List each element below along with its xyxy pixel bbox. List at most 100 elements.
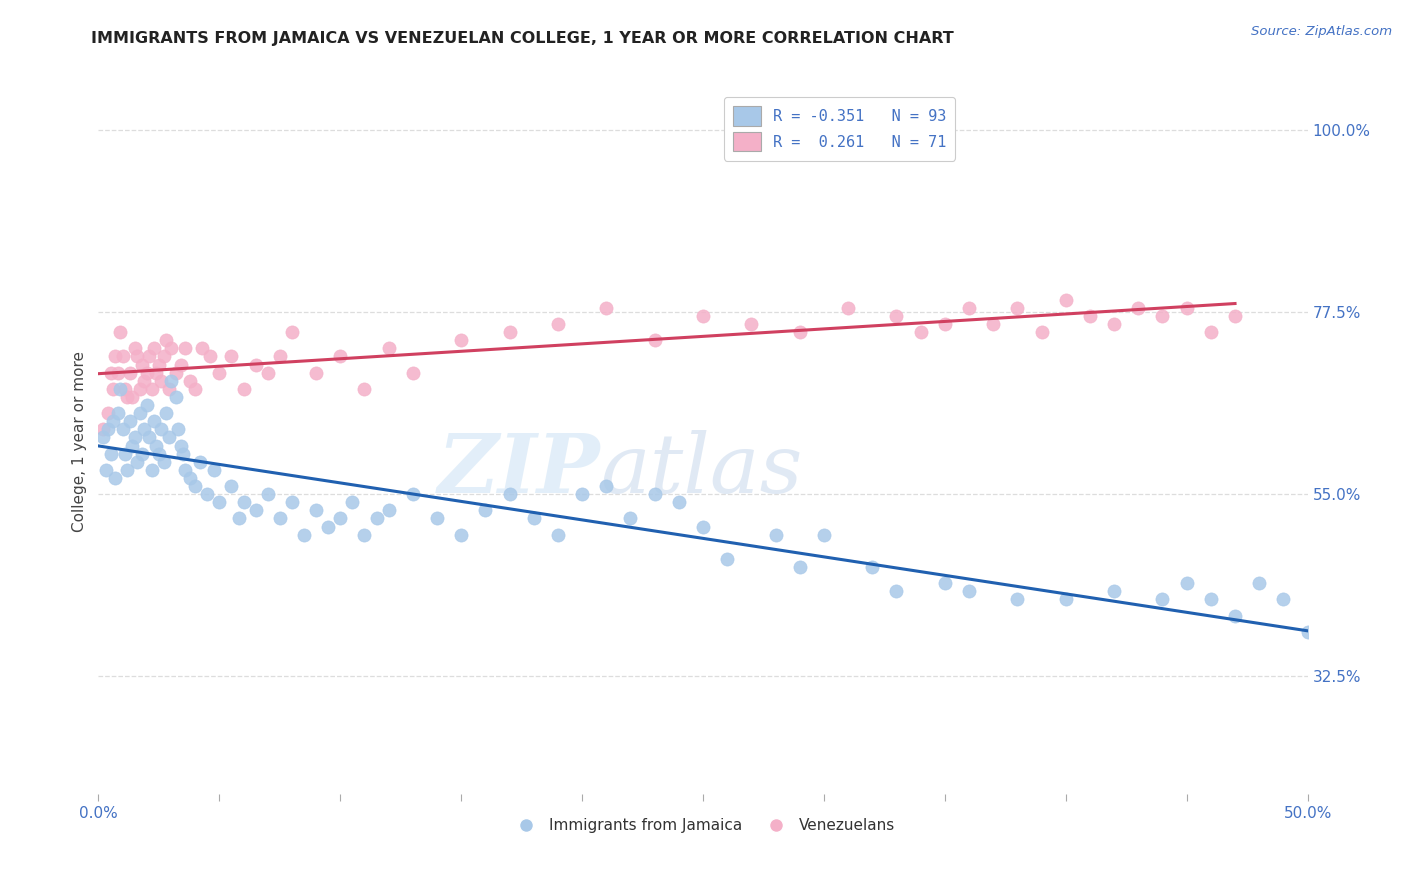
Text: atlas: atlas — [600, 430, 803, 509]
Point — [121, 439, 143, 453]
Point — [134, 374, 156, 388]
Text: Source: ZipAtlas.com: Source: ZipAtlas.com — [1251, 25, 1392, 38]
Point — [1223, 309, 1246, 323]
Point — [450, 527, 472, 541]
Point — [108, 382, 131, 396]
Point — [117, 463, 139, 477]
Point — [547, 527, 569, 541]
Point — [1333, 624, 1355, 639]
Point — [547, 317, 569, 331]
Point — [1296, 624, 1319, 639]
Point — [174, 342, 197, 356]
Point — [145, 439, 167, 453]
Point — [498, 487, 520, 501]
Point — [141, 463, 163, 477]
Point — [145, 366, 167, 380]
Point — [150, 374, 173, 388]
Point — [104, 350, 127, 364]
Point — [107, 406, 129, 420]
Point — [174, 463, 197, 477]
Point — [91, 430, 114, 444]
Point — [765, 527, 787, 541]
Point — [127, 350, 149, 364]
Point — [1031, 325, 1053, 339]
Point — [195, 487, 218, 501]
Point — [1223, 608, 1246, 623]
Point — [208, 366, 231, 380]
Point — [191, 342, 214, 356]
Point — [1199, 325, 1222, 339]
Point — [101, 414, 124, 428]
Point — [1249, 576, 1271, 591]
Point — [228, 511, 250, 525]
Point — [740, 317, 762, 331]
Point — [124, 342, 146, 356]
Point — [152, 455, 174, 469]
Point — [179, 471, 201, 485]
Point — [450, 333, 472, 347]
Point — [981, 317, 1004, 331]
Point — [221, 350, 243, 364]
Point — [245, 358, 267, 372]
Point — [97, 422, 120, 436]
Point — [1320, 632, 1343, 647]
Point — [169, 358, 191, 372]
Point — [172, 447, 194, 461]
Point — [353, 527, 375, 541]
Text: ZIP: ZIP — [437, 430, 600, 509]
Point — [366, 511, 388, 525]
Point — [281, 325, 304, 339]
Point — [934, 576, 956, 591]
Point — [94, 463, 117, 477]
Point — [342, 495, 364, 509]
Point — [97, 406, 120, 420]
Point — [1102, 584, 1125, 599]
Point — [402, 487, 425, 501]
Point — [152, 350, 174, 364]
Point — [595, 301, 617, 315]
Point — [1007, 301, 1029, 315]
Point — [245, 503, 267, 517]
Point — [111, 422, 134, 436]
Point — [886, 584, 908, 599]
Legend: Immigrants from Jamaica, Venezuelans: Immigrants from Jamaica, Venezuelans — [505, 812, 901, 839]
Point — [188, 455, 211, 469]
Point — [644, 333, 666, 347]
Point — [256, 487, 278, 501]
Point — [155, 406, 177, 420]
Point — [1102, 317, 1125, 331]
Point — [934, 317, 956, 331]
Point — [329, 350, 352, 364]
Point — [160, 374, 183, 388]
Point — [498, 325, 520, 339]
Point — [1357, 641, 1379, 656]
Point — [1272, 592, 1295, 607]
Point — [134, 422, 156, 436]
Point — [128, 382, 150, 396]
Point — [111, 350, 134, 364]
Point — [208, 495, 231, 509]
Point — [138, 350, 160, 364]
Point — [269, 511, 291, 525]
Point — [692, 309, 714, 323]
Point — [114, 447, 136, 461]
Point — [1175, 576, 1198, 591]
Point — [813, 527, 835, 541]
Point — [1309, 632, 1331, 647]
Point — [377, 503, 399, 517]
Point — [157, 430, 180, 444]
Point — [148, 447, 170, 461]
Point — [860, 560, 883, 574]
Point — [668, 495, 690, 509]
Point — [1152, 309, 1174, 323]
Point — [121, 390, 143, 404]
Point — [169, 439, 191, 453]
Point — [1199, 592, 1222, 607]
Point — [131, 358, 153, 372]
Point — [167, 422, 190, 436]
Point — [644, 487, 666, 501]
Point — [91, 422, 114, 436]
Point — [100, 366, 122, 380]
Point — [101, 382, 124, 396]
Point — [107, 366, 129, 380]
